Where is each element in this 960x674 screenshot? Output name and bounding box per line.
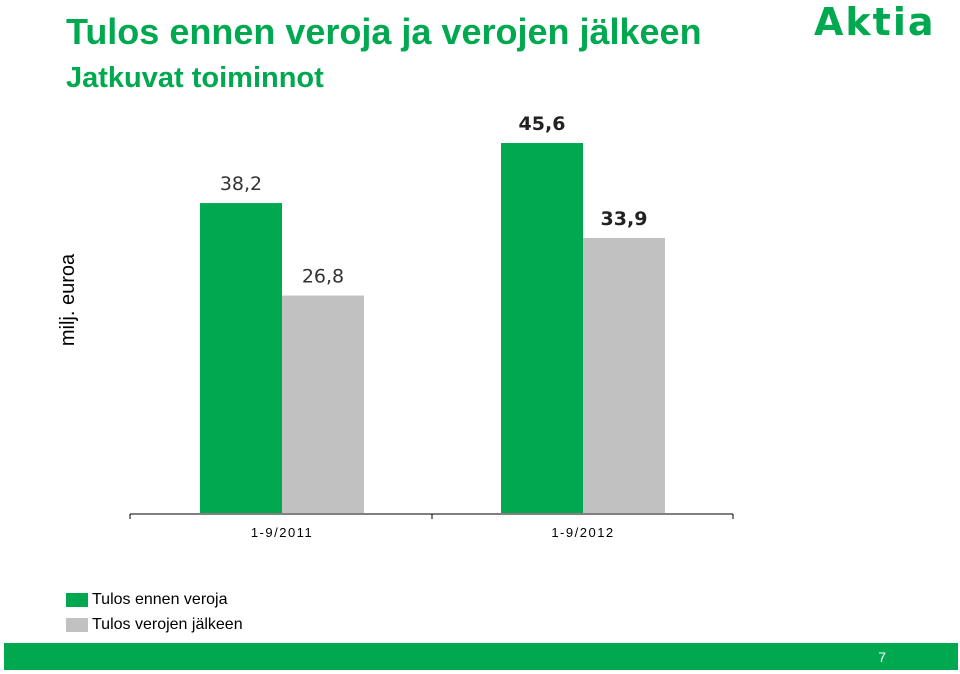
y-axis-label: milj. euroa — [57, 253, 79, 346]
data-label-before-tax-0: 38,2 — [220, 173, 262, 195]
page-number: 7 — [878, 649, 886, 665]
bar-chart: 38,2 26,8 45,6 33,9 1-9/2011 1-9/2012 milj. … — [57, 113, 734, 540]
legend-label-after-tax: Tulos verojen jälkeen — [92, 616, 243, 633]
aktia-logo: Aktia — [814, 0, 936, 44]
page-subtitle: Jatkuvat toiminnot — [66, 62, 324, 94]
bar-after-tax-0 — [282, 295, 364, 513]
footer-bar: 7 — [4, 643, 958, 670]
x-axis: 1-9/2011 1-9/2012 — [129, 513, 734, 540]
legend-label-before-tax: Tulos ennen veroja — [92, 591, 228, 608]
chart-bars — [200, 143, 665, 513]
x-tick-label-0: 1-9/2011 — [251, 525, 313, 540]
legend-swatch-after-tax — [66, 618, 88, 632]
bar-before-tax-1 — [501, 143, 583, 513]
legend-swatch-before-tax — [66, 593, 88, 607]
data-label-after-tax-1: 33,9 — [601, 208, 648, 230]
chart-data-labels: 38,2 26,8 45,6 33,9 — [220, 113, 648, 288]
data-label-before-tax-1: 45,6 — [519, 113, 566, 135]
data-label-after-tax-0: 26,8 — [302, 266, 344, 288]
x-tick-label-1: 1-9/2012 — [551, 525, 614, 540]
bar-before-tax-0 — [200, 203, 282, 513]
page-title: Tulos ennen veroja ja verojen jälkeen — [66, 11, 702, 52]
bar-after-tax-1 — [583, 237, 665, 513]
